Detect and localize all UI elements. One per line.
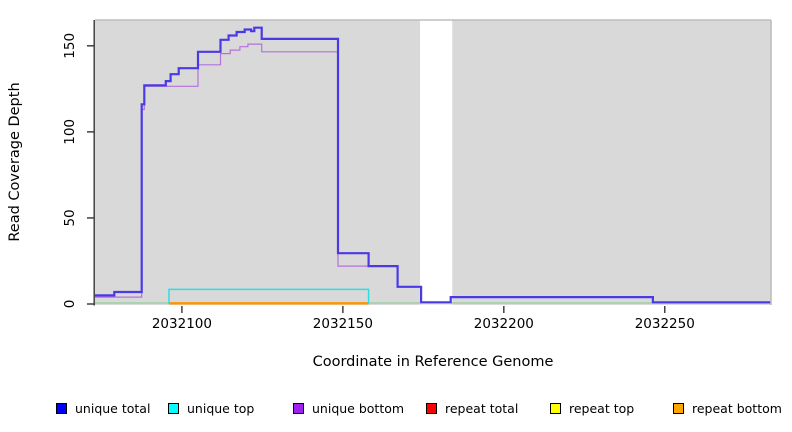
- y-tick-label: 100: [62, 119, 78, 145]
- legend-swatch-unique-total: [56, 402, 67, 414]
- coverage-plot: 0 50 100 150 2032100 2032150 2032200 2032250: [62, 19, 772, 332]
- x-tick-label: 2032100: [152, 316, 212, 332]
- legend-swatch-unique-top: [168, 402, 179, 414]
- x-tick-label: 2032250: [635, 316, 695, 332]
- legend-label: repeat total: [445, 400, 519, 416]
- y-axis-title: Read Coverage Depth: [7, 82, 23, 242]
- y-tick-label: 50: [62, 209, 78, 226]
- y-tick-label: 150: [62, 33, 78, 59]
- x-axis-title: Coordinate in Reference Genome: [312, 354, 554, 370]
- legend-label: unique total: [75, 400, 151, 416]
- y-tick-label: 0: [62, 300, 78, 309]
- series-unique-top-line: [168, 288, 370, 304]
- x-tick-label: 2032200: [474, 316, 534, 332]
- legend-swatch-unique-bottom: [293, 402, 304, 414]
- legend-label: repeat bottom: [692, 400, 782, 416]
- legend-item-unique-bottom: unique bottom: [293, 397, 404, 419]
- legend-item-unique-total: unique total: [56, 397, 150, 419]
- x-tick-label: 2032150: [313, 316, 373, 332]
- series-unique-total-line: [95, 26, 771, 304]
- legend-swatch-repeat-total: [426, 402, 437, 414]
- legend-swatch-repeat-top: [550, 402, 561, 414]
- legend-item-repeat-top: repeat top: [550, 397, 634, 419]
- legend-item-unique-top: unique top: [168, 397, 254, 419]
- legend-item-repeat-total: repeat total: [426, 397, 518, 419]
- legend: unique total unique top unique bottom repea…: [0, 397, 792, 421]
- legend-swatch-repeat-bottom: [673, 402, 684, 414]
- legend-label: unique bottom: [312, 400, 405, 416]
- legend-item-repeat-bottom: repeat bottom: [673, 397, 782, 419]
- legend-label: repeat top: [569, 400, 635, 416]
- legend-label: unique top: [187, 400, 255, 416]
- assembly-gap-band: [420, 20, 453, 305]
